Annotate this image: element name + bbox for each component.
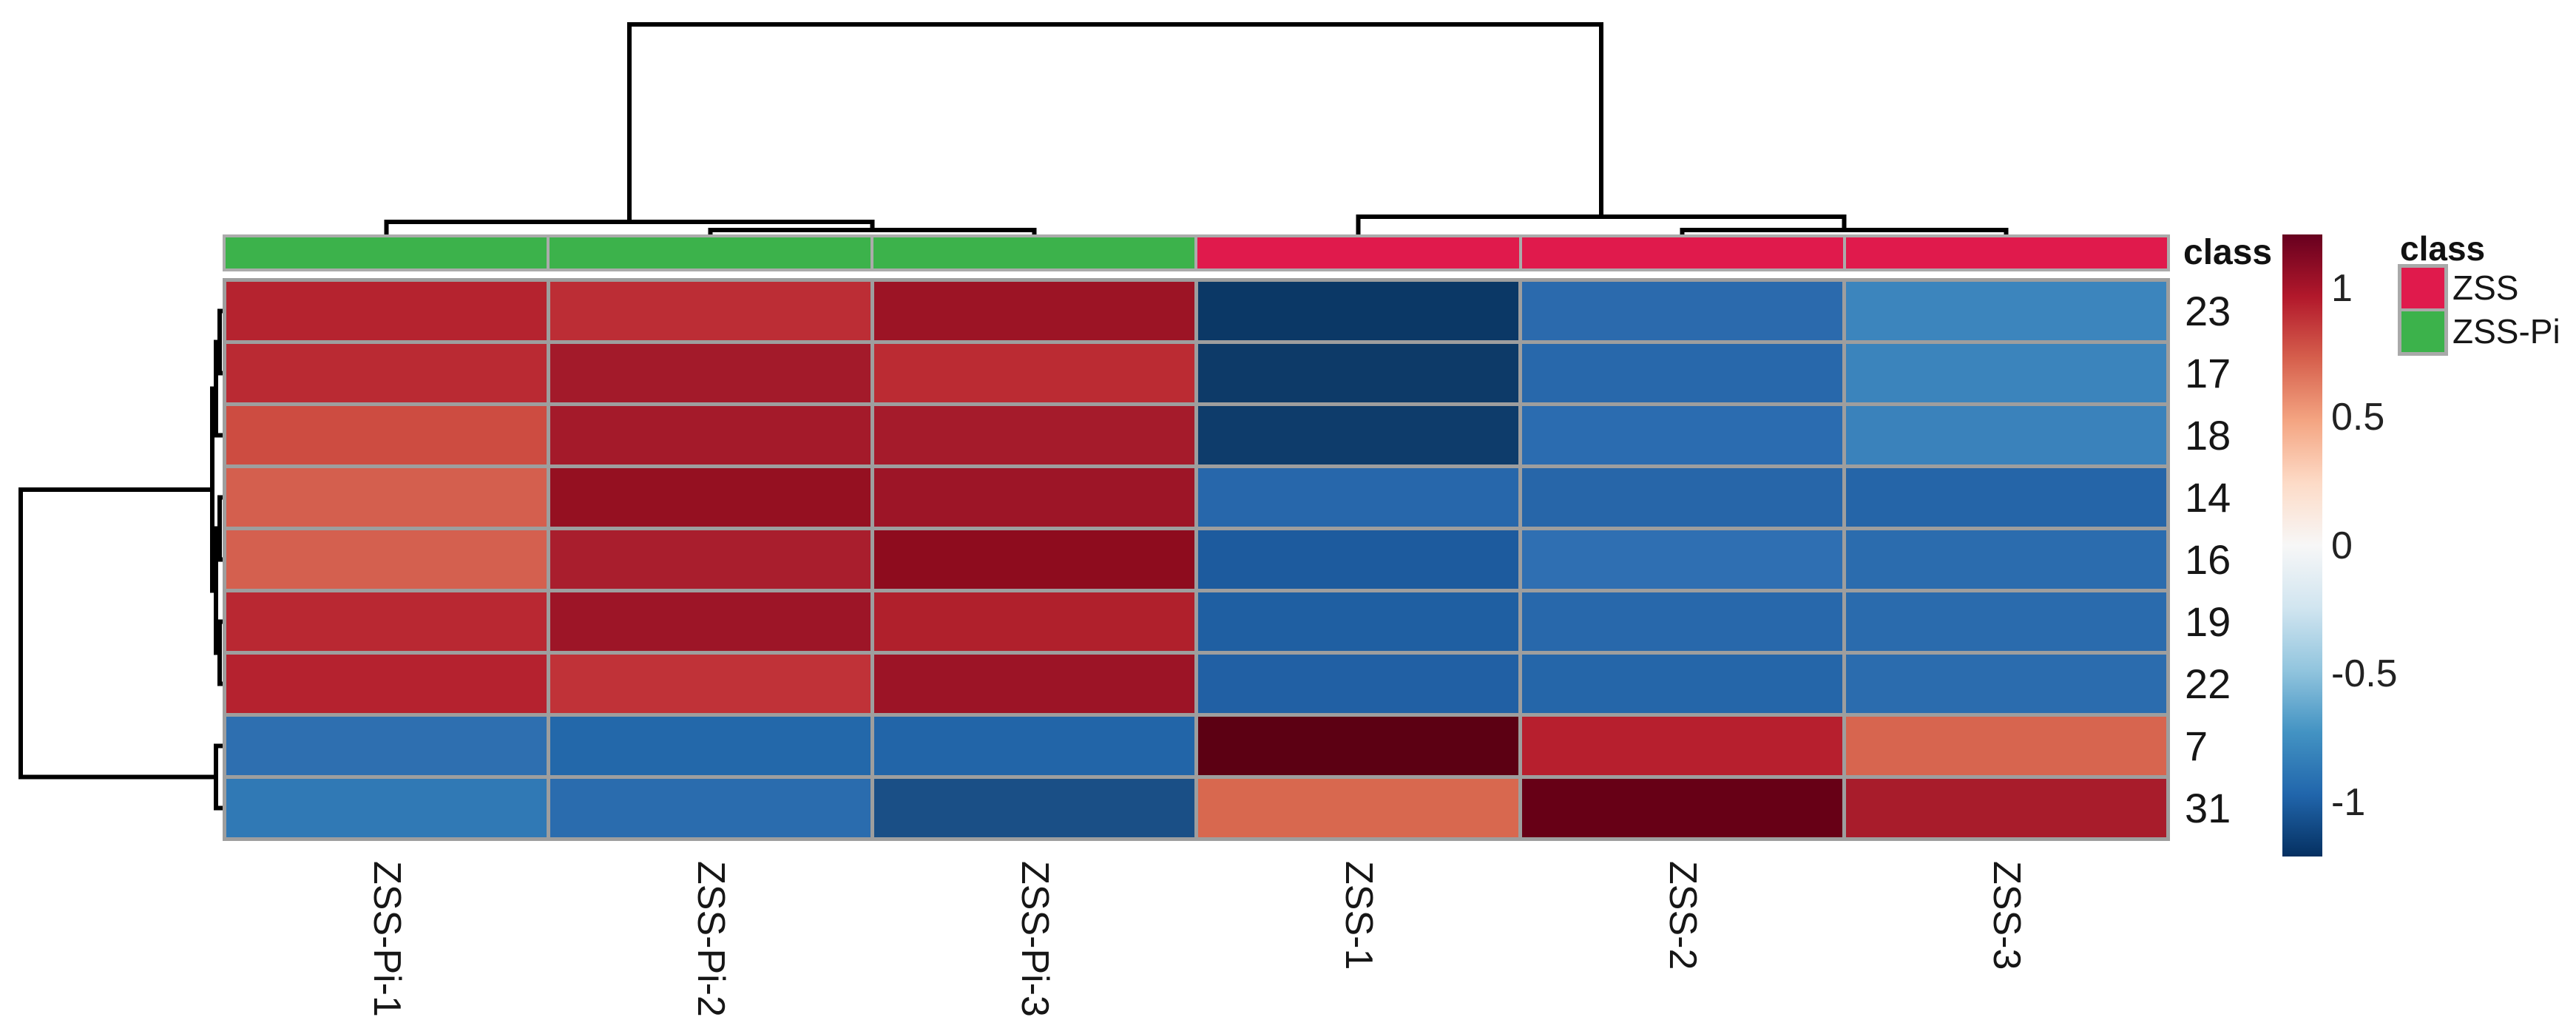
column-label: ZSS-2 [1660,861,1704,970]
heatmap-cell [226,717,547,775]
legend-swatch-zss-pi [2401,311,2444,352]
heatmap-cell [1846,282,2166,340]
heatmap-cell [1198,530,1518,589]
heatmap-cell [1846,530,2166,589]
legend-label: ZSS [2452,268,2519,307]
colorbar-tick-label: 0.5 [2331,395,2385,439]
heatmap-cell [874,406,1194,464]
column-label: ZSS-Pi-2 [689,861,732,1017]
legend-title: class [2400,229,2486,268]
colorbar-tick-label: -0.5 [2331,652,2398,696]
colorbar [2282,234,2322,856]
legend-label: ZSS-Pi [2452,312,2560,351]
annotation-title: class [2183,233,2273,272]
heatmap-cell [1198,344,1518,402]
column-label: ZSS-3 [1984,861,2028,970]
heatmap-cell [226,592,547,651]
heatmap-cell [550,468,871,527]
heatmap-grid [223,278,2170,841]
row-label: 18 [2185,411,2231,459]
heatmap-cell [874,282,1194,340]
annotation-cell-zss-pi [873,237,1195,268]
row-label: 31 [2185,784,2231,831]
row-label: 23 [2185,287,2231,334]
heatmap-cell [1846,779,2166,837]
heatmap-cell [226,468,547,527]
heatmap-cell [1198,717,1518,775]
heatmap-cell [550,530,871,589]
heatmap-cell [1522,282,1842,340]
heatmap-cell [226,655,547,713]
column-dendrogram [384,22,2009,237]
column-label: ZSS-Pi-3 [1013,861,1056,1017]
annotation-cell-zss [1845,237,2167,268]
heatmap-cell [1846,344,2166,402]
heatmap-cell [1846,468,2166,527]
row-label: 14 [2185,473,2231,521]
column-label: ZSS-Pi-1 [365,861,408,1017]
heatmap-cell [1522,655,1842,713]
heatmap-cell [874,655,1194,713]
heatmap-cell [1522,530,1842,589]
heatmap-cell [550,282,871,340]
legend [2398,264,2448,356]
heatmap-cell [1198,468,1518,527]
annotation-cell-zss [1521,237,1843,268]
heatmap-cell [1198,282,1518,340]
heatmap-cell [550,406,871,464]
heatmap-cell [1198,592,1518,651]
heatmap-cell [874,779,1194,837]
colorbar-tick-label: 0 [2331,524,2353,567]
colorbar-tick-label: 1 [2331,266,2353,310]
heatmap-cell [874,592,1194,651]
colorbar-tick-label: -1 [2331,781,2366,825]
heatmap-cell [1522,406,1842,464]
row-label: 19 [2185,598,2231,645]
heatmap-cell [1198,655,1518,713]
column-annotation-bar [223,234,2170,271]
heatmap-cell [226,406,547,464]
row-label: 16 [2185,535,2231,583]
heatmap-cell [1522,344,1842,402]
heatmap-cell [1522,717,1842,775]
heatmap-cell [1198,779,1518,837]
heatmap-cell [1522,592,1842,651]
heatmap-cell [1522,779,1842,837]
heatmap-cell [1846,592,2166,651]
heatmap-cell [1846,717,2166,775]
heatmap-cell [1198,406,1518,464]
heatmap-cell [874,717,1194,775]
heatmap-cell [226,282,547,340]
heatmap-cell [1846,406,2166,464]
heatmap-cell [550,717,871,775]
annotation-cell-zss [1197,237,1519,268]
heatmap-cell [874,468,1194,527]
column-label: ZSS-1 [1336,861,1380,970]
heatmap-cell [874,530,1194,589]
heatmap-cell [550,344,871,402]
row-dendrogram [18,308,225,811]
heatmap-cell [550,592,871,651]
heatmap-cell [226,530,547,589]
heatmap-cell [1522,468,1842,527]
heatmap-cell [550,779,871,837]
annotation-cell-zss-pi [550,237,871,268]
row-label: 17 [2185,349,2231,396]
row-label: 22 [2185,660,2231,707]
heatmap-cell [226,344,547,402]
row-label: 7 [2185,722,2208,769]
heatmap-cell [874,344,1194,402]
heatmap-cell [1846,655,2166,713]
heatmap-cell [226,779,547,837]
heatmap-cell [550,655,871,713]
annotation-cell-zss-pi [226,237,547,268]
legend-swatch-zss [2401,268,2444,308]
